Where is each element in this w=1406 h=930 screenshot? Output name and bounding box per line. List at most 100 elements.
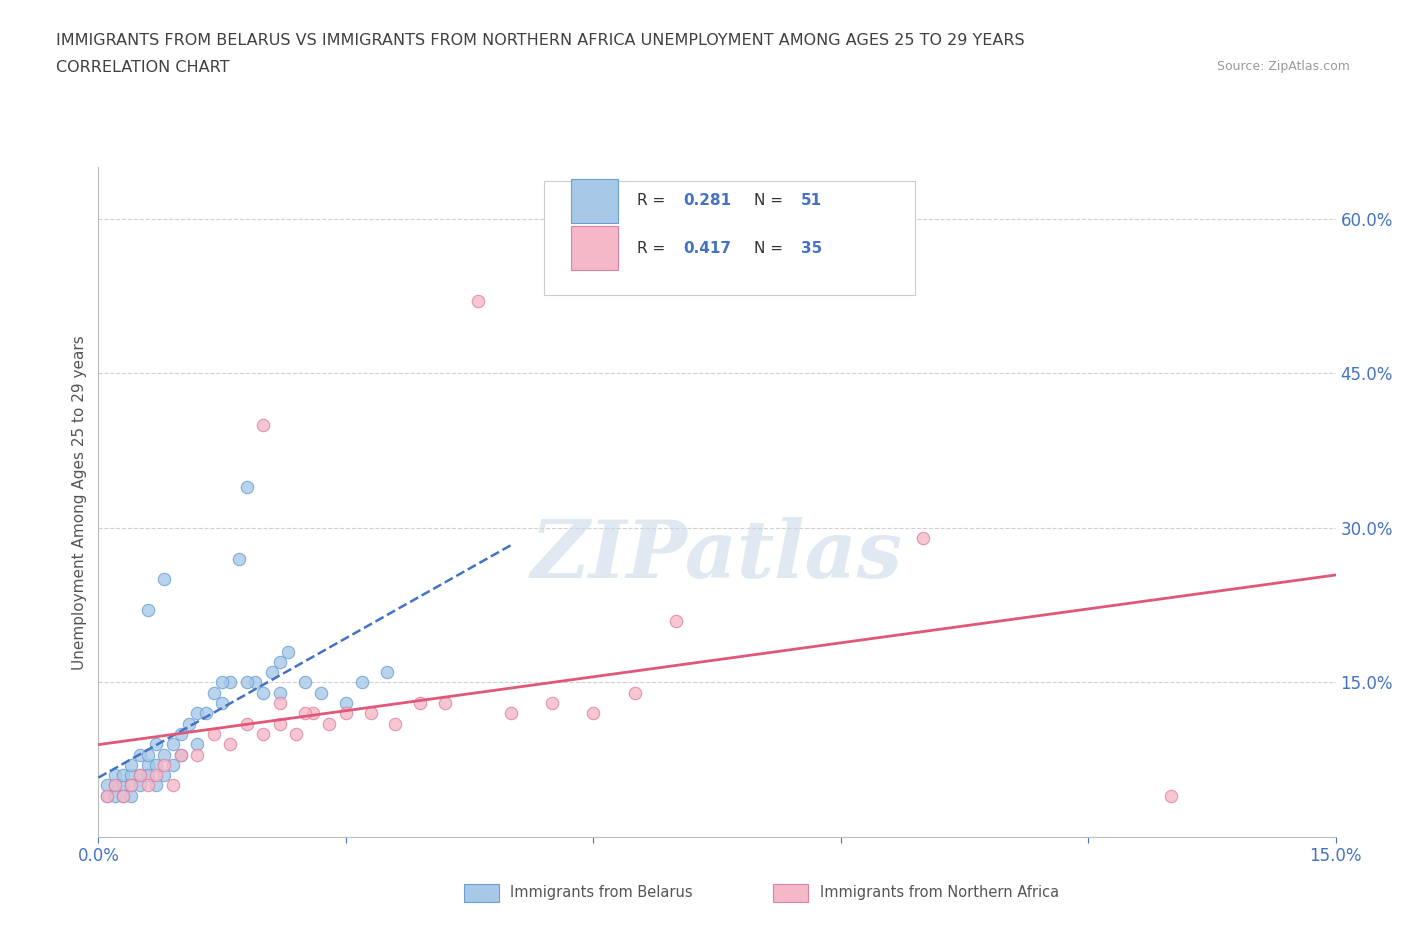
Point xyxy=(302,706,325,721)
Point xyxy=(202,685,225,700)
Point xyxy=(153,747,176,762)
Point xyxy=(153,757,176,772)
Point xyxy=(186,747,208,762)
Point xyxy=(252,685,274,700)
Point xyxy=(104,768,127,783)
Point xyxy=(236,479,259,494)
Point xyxy=(145,757,167,772)
Point xyxy=(120,768,142,783)
Text: R =: R = xyxy=(637,241,669,256)
Text: IMMIGRANTS FROM BELARUS VS IMMIGRANTS FROM NORTHERN AFRICA UNEMPLOYMENT AMONG AG: IMMIGRANTS FROM BELARUS VS IMMIGRANTS FR… xyxy=(56,33,1025,47)
Text: Immigrants from Belarus: Immigrants from Belarus xyxy=(510,885,693,900)
Point xyxy=(136,747,159,762)
Point xyxy=(260,665,283,680)
Point xyxy=(120,757,142,772)
Point xyxy=(409,696,432,711)
FancyBboxPatch shape xyxy=(544,180,915,295)
Point xyxy=(120,778,142,793)
Point xyxy=(269,685,291,700)
Point xyxy=(541,696,564,711)
Point xyxy=(120,789,142,804)
Point xyxy=(335,706,357,721)
Point xyxy=(96,789,118,804)
Point xyxy=(136,603,159,618)
Point xyxy=(582,706,605,721)
Point xyxy=(335,696,357,711)
Point xyxy=(128,768,150,783)
Point xyxy=(136,778,159,793)
Text: R =: R = xyxy=(637,193,669,208)
Point xyxy=(153,768,176,783)
Point xyxy=(179,716,201,731)
Point xyxy=(499,706,522,721)
Point xyxy=(211,675,233,690)
Point xyxy=(120,778,142,793)
Point xyxy=(243,675,266,690)
Point xyxy=(136,768,159,783)
Point xyxy=(219,737,242,751)
Point xyxy=(236,675,259,690)
Point xyxy=(236,716,259,731)
Point xyxy=(170,747,193,762)
Point xyxy=(252,418,274,432)
Point xyxy=(104,778,127,793)
Text: N =: N = xyxy=(754,193,787,208)
Point xyxy=(433,696,456,711)
Point xyxy=(162,757,184,772)
Point xyxy=(211,696,233,711)
Point xyxy=(623,685,645,700)
FancyBboxPatch shape xyxy=(571,226,619,270)
Point xyxy=(1160,789,1182,804)
Point xyxy=(269,696,291,711)
Point xyxy=(112,768,135,783)
Text: 0.417: 0.417 xyxy=(683,241,731,256)
Text: CORRELATION CHART: CORRELATION CHART xyxy=(56,60,229,75)
FancyBboxPatch shape xyxy=(571,179,619,222)
Point xyxy=(145,737,167,751)
Point xyxy=(285,726,308,741)
Point xyxy=(136,757,159,772)
Point xyxy=(467,294,489,309)
Point xyxy=(202,726,225,741)
Text: N =: N = xyxy=(754,241,787,256)
Point xyxy=(112,778,135,793)
Point xyxy=(96,778,118,793)
Point xyxy=(360,706,382,721)
Text: Immigrants from Northern Africa: Immigrants from Northern Africa xyxy=(820,885,1059,900)
Point xyxy=(128,778,150,793)
Text: 0.281: 0.281 xyxy=(683,193,731,208)
Point xyxy=(384,716,406,731)
Point xyxy=(170,747,193,762)
Point xyxy=(104,778,127,793)
Point xyxy=(375,665,398,680)
Point xyxy=(309,685,332,700)
Point xyxy=(194,706,217,721)
Point xyxy=(269,655,291,670)
Point xyxy=(318,716,340,731)
Point xyxy=(228,551,250,566)
Point xyxy=(252,726,274,741)
Point xyxy=(162,737,184,751)
Point xyxy=(128,747,150,762)
Point xyxy=(912,531,935,546)
Y-axis label: Unemployment Among Ages 25 to 29 years: Unemployment Among Ages 25 to 29 years xyxy=(72,335,87,670)
Point xyxy=(294,675,316,690)
Point xyxy=(153,572,176,587)
Point xyxy=(186,737,208,751)
Point xyxy=(277,644,299,659)
Point xyxy=(96,789,118,804)
Text: 51: 51 xyxy=(801,193,823,208)
Text: Source: ZipAtlas.com: Source: ZipAtlas.com xyxy=(1216,60,1350,73)
Point xyxy=(112,789,135,804)
Point xyxy=(219,675,242,690)
Text: ZIPatlas: ZIPatlas xyxy=(531,517,903,594)
Point xyxy=(665,613,688,628)
Point xyxy=(352,675,374,690)
Point xyxy=(145,768,167,783)
Point xyxy=(170,726,193,741)
Text: 35: 35 xyxy=(801,241,823,256)
Point xyxy=(128,768,150,783)
Point xyxy=(269,716,291,731)
Point xyxy=(145,778,167,793)
Point xyxy=(162,778,184,793)
